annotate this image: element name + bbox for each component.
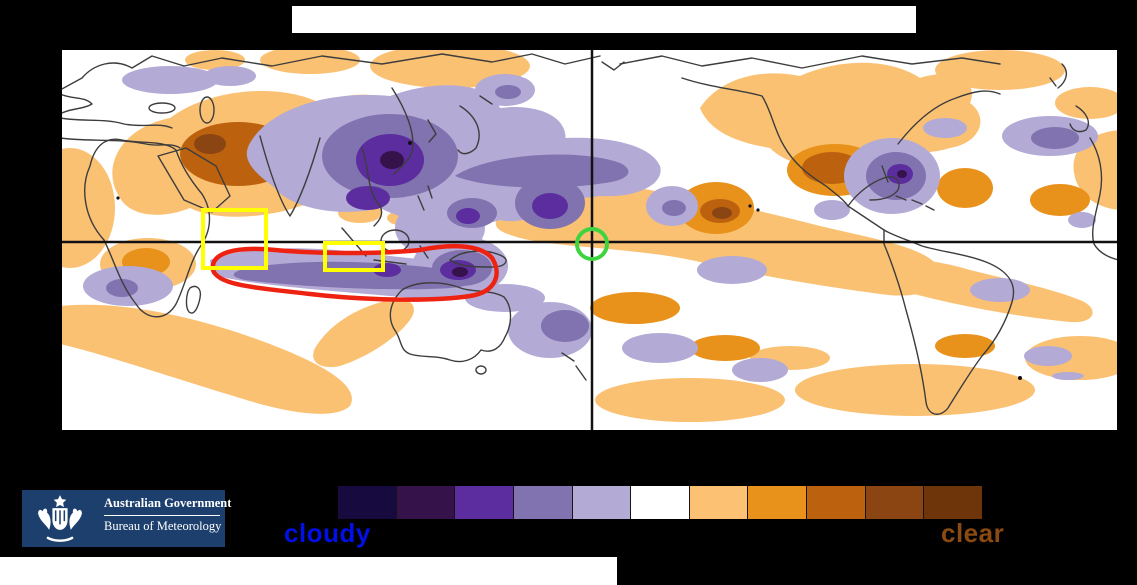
- yellow-highlight-box-2: [323, 241, 385, 272]
- island-specks: [116, 141, 1022, 380]
- cloudy-label: cloudy: [284, 518, 371, 548]
- logo-divider: [104, 515, 220, 516]
- map-border: [60, 48, 1119, 432]
- coat-of-arms-icon: [38, 495, 82, 542]
- green-circle-annotation: [575, 227, 609, 261]
- red-outline-annotation: [210, 244, 499, 302]
- bom-logo: Australian Government Bureau of Meteorol…: [22, 490, 232, 547]
- color-scale-cell: [513, 486, 573, 519]
- logo-text: Australian Government Bureau of Meteorol…: [104, 496, 232, 534]
- color-scale: [337, 485, 983, 520]
- cloudy-anomaly-darkest: [380, 151, 907, 277]
- logo-agency-line: Bureau of Meteorology: [104, 519, 222, 533]
- yellow-highlight-box-1: [201, 208, 268, 270]
- logo-government-line: Australian Government: [104, 496, 232, 510]
- clear-label: clear: [941, 518, 1005, 548]
- coastlines: [60, 53, 1119, 415]
- color-scale-cell: [865, 486, 925, 519]
- color-scale-cell: [748, 486, 808, 519]
- color-scale-cell: [631, 486, 690, 519]
- world-map: [60, 48, 1119, 432]
- color-scale-cell: [396, 486, 456, 519]
- title-box: [292, 6, 916, 33]
- map-frame: [48, 38, 1131, 442]
- yellow-highlight-boxes: [201, 208, 385, 272]
- clear-anomaly-darkest: [194, 134, 732, 219]
- cloudy-anomaly-dark: [346, 134, 913, 280]
- color-scale-cell: [338, 486, 397, 519]
- color-scale-cell: [455, 486, 514, 519]
- color-scale-cell: [689, 486, 749, 519]
- color-scale-cell: [924, 486, 983, 519]
- color-scale-cell: [572, 486, 632, 519]
- color-scale-cell: [807, 486, 866, 519]
- bottom-white-strip: [0, 557, 617, 585]
